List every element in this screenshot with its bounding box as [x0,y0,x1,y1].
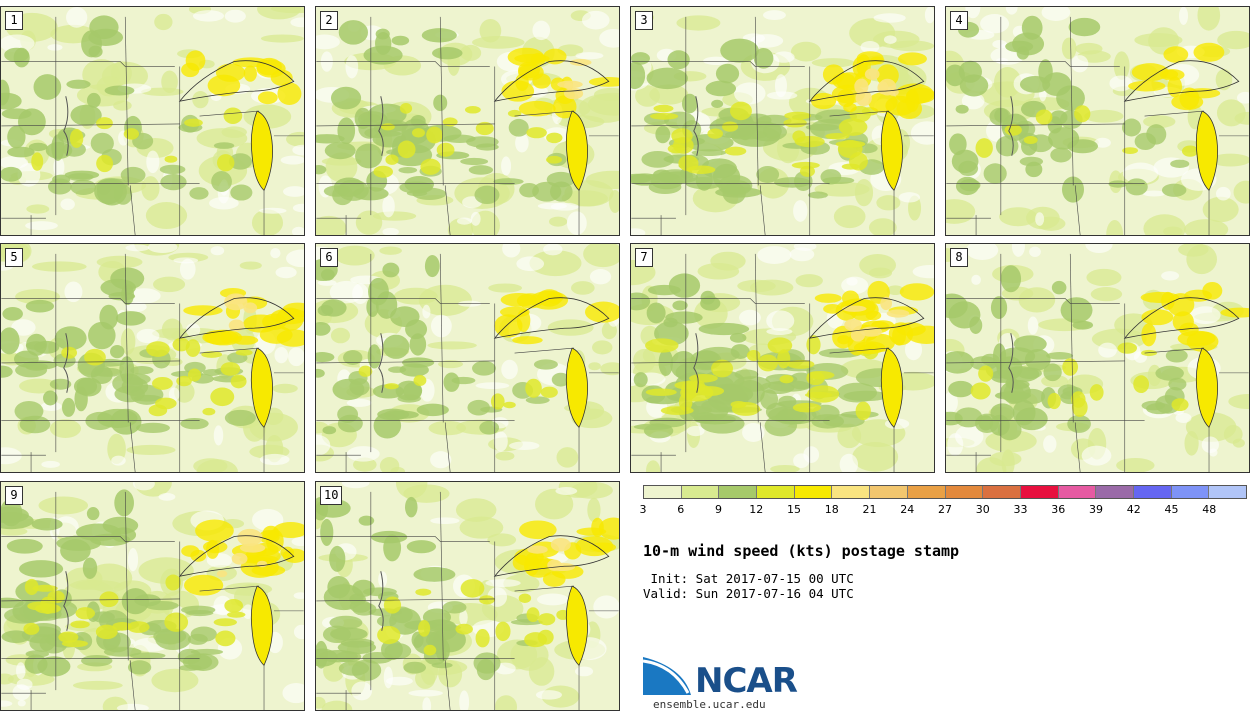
map-panel-3: 3 [630,6,935,236]
ncar-logo-icon [643,657,691,695]
valid-time: Valid: Sun 2017-07-16 04 UTC [643,586,854,601]
map-panel-4: 4 [945,6,1250,236]
colorbar-segment [1096,486,1134,498]
panel-number: 7 [635,248,653,267]
colorbar-tick: 33 [1013,503,1028,516]
colorbar-tick: 27 [938,503,952,516]
panel-number: 5 [5,248,23,267]
ensemble-url: ensemble.ucar.edu [653,698,766,711]
colorbar-tick: 21 [862,503,877,516]
chart-title: 10-m wind speed (kts) postage stamp [643,542,960,560]
colorbar-tick: 6 [677,503,685,516]
map-panel-10: 10 [315,481,620,711]
map-panel-7: 7 [630,243,935,473]
wind-speed-colorbar [643,485,1247,499]
colorbar-tick: 39 [1089,503,1103,516]
colorbar-tick: 24 [900,503,915,516]
colorbar-tick: 30 [975,503,990,516]
colorbar-segment [1209,486,1246,498]
map-panel-2: 2 [315,6,620,236]
colorbar-segment [1058,486,1097,498]
colorbar-segment [757,486,795,498]
map-panel-9: 9 [0,481,305,711]
colorbar-segment [1020,486,1059,498]
colorbar-segment [983,486,1021,498]
colorbar-segment [719,486,758,498]
map-panel-6: 6 [315,243,620,473]
map-panel-5: 5 [0,243,305,473]
colorbar-tick: 45 [1164,503,1179,516]
panel-number: 3 [635,11,653,30]
colorbar-segment [681,486,720,498]
colorbar-tick: 9 [715,503,722,516]
panel-number: 4 [950,11,968,30]
colorbar-tick: 15 [787,503,801,516]
colorbar-tick-labels: 3 6 9 12 15 18 21 24 27 30 33 36 39 42 45 48 [639,503,1247,517]
map-panel-1: 1 [0,6,305,236]
colorbar-segment [945,486,984,498]
colorbar-segment [907,486,946,498]
colorbar-segment [832,486,871,498]
colorbar-tick: 3 [639,503,647,516]
colorbar-segment [644,486,682,498]
colorbar-tick: 12 [749,503,764,516]
colorbar-segment [794,486,833,498]
ncar-logo-text: NCAR [695,661,798,701]
colorbar-tick: 42 [1126,503,1141,516]
panel-number: 10 [320,486,343,505]
panel-number: 8 [950,248,968,267]
colorbar-segment [1133,486,1172,498]
colorbar-tick: 18 [824,503,839,516]
colorbar-segment [870,486,908,498]
panel-number: 9 [5,486,23,505]
panel-number: 2 [320,11,338,30]
panel-number: 6 [320,248,338,267]
colorbar-tick: 48 [1202,503,1217,516]
colorbar-segment [1171,486,1210,498]
colorbar-tick: 36 [1051,503,1066,516]
init-time: Init: Sat 2017-07-15 00 UTC [643,571,854,586]
panel-number: 1 [5,11,23,30]
map-panel-8: 8 [945,243,1250,473]
